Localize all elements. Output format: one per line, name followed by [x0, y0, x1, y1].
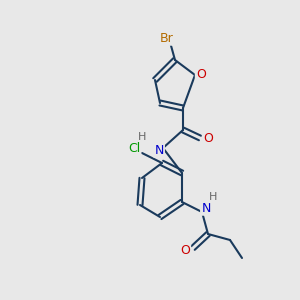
- Text: O: O: [196, 68, 206, 82]
- Text: N: N: [154, 143, 164, 157]
- Text: O: O: [203, 131, 213, 145]
- Text: Br: Br: [160, 32, 174, 44]
- Text: H: H: [209, 192, 217, 202]
- Text: H: H: [138, 132, 146, 142]
- Text: Cl: Cl: [128, 142, 140, 155]
- Text: N: N: [201, 202, 211, 214]
- Text: O: O: [180, 244, 190, 256]
